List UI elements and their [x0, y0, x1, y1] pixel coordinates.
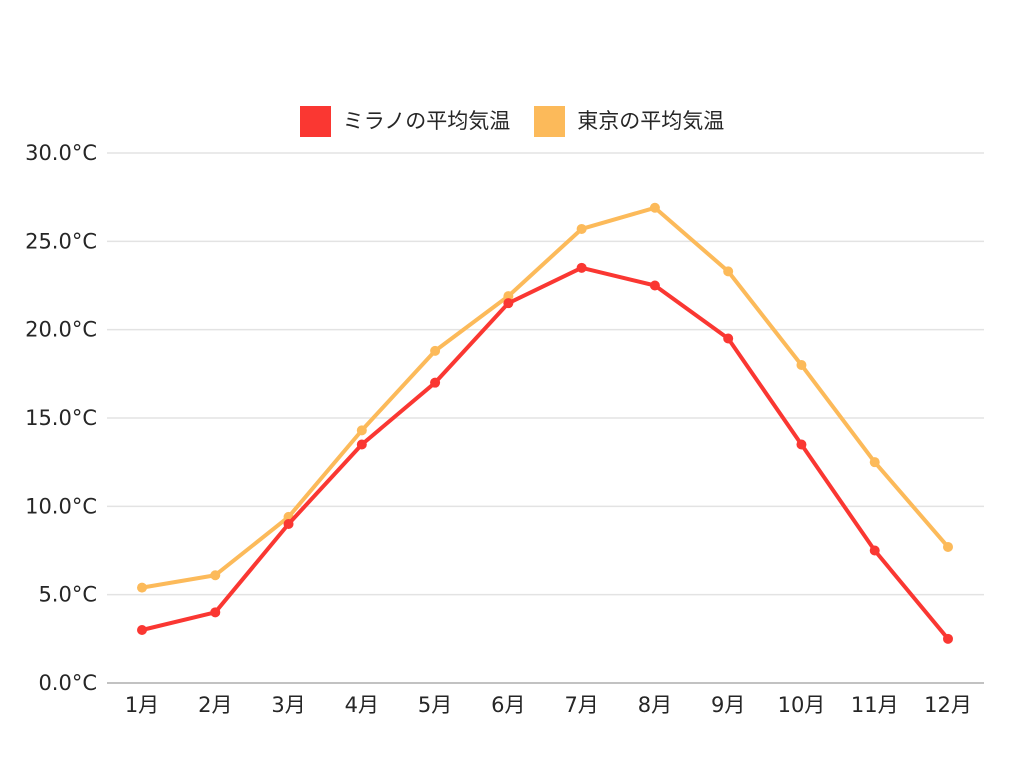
data-point: [943, 633, 953, 644]
y-tick-label: 0.0°C: [38, 671, 97, 695]
data-point: [649, 280, 660, 291]
series-line-1: [140, 205, 950, 590]
milano-series-label: ミラノの平均気温: [342, 109, 511, 133]
x-tick-label: 7月: [564, 693, 598, 717]
data-point: [210, 570, 221, 581]
data-point: [796, 360, 807, 370]
x-tick-label: 3月: [271, 693, 305, 717]
data-point: [869, 457, 880, 468]
data-point: [430, 345, 441, 356]
data-point: [723, 333, 734, 344]
data-point: [356, 425, 367, 436]
legend-item-milano: ミラノの平均気温: [299, 106, 511, 137]
x-tick-label: 4月: [345, 693, 379, 717]
y-tick-label: 5.0°C: [38, 583, 97, 607]
data-point: [137, 625, 147, 635]
y-tick-label: 10.0°C: [25, 494, 97, 518]
legend-item-tokyo: 東京の平均気温: [534, 106, 724, 137]
data-point: [943, 541, 953, 552]
x-tick-label: 1月: [125, 693, 159, 717]
x-tick-label: 8月: [638, 693, 672, 717]
data-point: [869, 545, 880, 556]
y-tick-label: 30.0°C: [25, 141, 97, 165]
data-point: [576, 223, 587, 234]
x-tick-label: 5月: [418, 693, 452, 717]
tokyo-series-swatch: [534, 106, 566, 137]
x-tick-label: 9月: [711, 693, 745, 717]
data-point: [210, 607, 221, 618]
data-point: [356, 439, 367, 450]
x-tick-label: 11月: [851, 693, 899, 717]
series-line-0: [140, 265, 950, 641]
data-point: [283, 519, 294, 529]
data-point: [137, 582, 147, 593]
chart-legend: ミラノの平均気温 東京の平均気温: [0, 106, 1024, 137]
data-point: [649, 202, 660, 213]
y-tick-label: 25.0°C: [25, 229, 97, 253]
x-tick-label: 6月: [491, 693, 525, 717]
data-point: [723, 266, 734, 277]
x-tick-label: 2月: [198, 693, 232, 717]
y-tick-label: 15.0°C: [25, 406, 97, 430]
milano-series-swatch: [299, 106, 331, 137]
x-tick-label: 12月: [924, 693, 972, 717]
data-point: [430, 377, 441, 388]
tokyo-series-label: 東京の平均気温: [577, 109, 725, 133]
x-tick-label: 10月: [778, 693, 826, 717]
data-point: [503, 298, 514, 309]
data-point: [503, 291, 514, 302]
data-point: [576, 262, 587, 273]
y-tick-label: 20.0°C: [25, 318, 97, 342]
data-point: [796, 439, 807, 450]
